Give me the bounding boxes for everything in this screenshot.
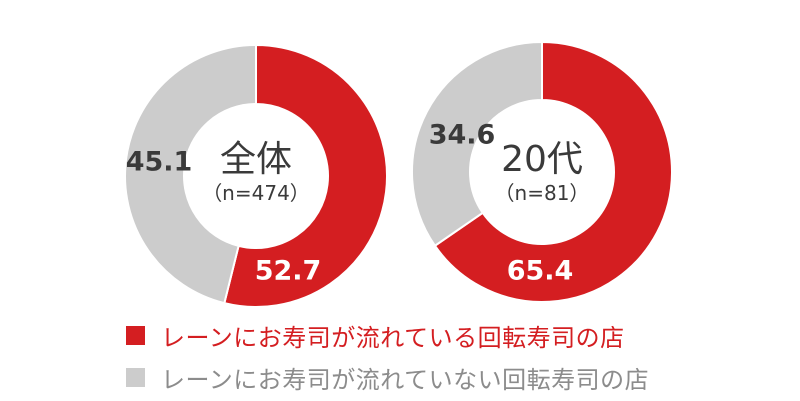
donut-slice-flowing	[433, 40, 673, 303]
donut-center-subtitle: （n=81）	[495, 181, 590, 205]
data-label: 45.1	[126, 147, 193, 178]
donut-chart-1: 52.7 45.1 全体（n=474）	[124, 43, 388, 308]
data-label: 34.6	[429, 120, 496, 151]
donut-center-subtitle: （n=474）	[202, 181, 310, 205]
donut-center-title: 全体	[220, 139, 292, 180]
legend-label: レーンにお寿司が流れている回転寿司の店	[161, 323, 625, 352]
donut-slice-not-flowing	[411, 40, 543, 248]
donut-slice-flowing	[223, 43, 388, 308]
data-label: 52.7	[255, 256, 322, 287]
legend-item-flowing: レーンにお寿司が流れている回転寿司の店	[126, 314, 726, 356]
chart-legend: レーンにお寿司が流れている回転寿司の店 レーンにお寿司が流れていない回転寿司の店	[126, 314, 726, 398]
donut-slice-not-flowing	[124, 43, 257, 305]
legend-item-not-flowing: レーンにお寿司が流れていない回転寿司の店	[126, 356, 726, 398]
legend-label: レーンにお寿司が流れていない回転寿司の店	[161, 365, 650, 394]
donut-center-title: 20代	[501, 139, 583, 180]
data-label: 65.4	[507, 256, 574, 287]
legend-swatch-red	[126, 325, 145, 345]
legend-swatch-gray	[126, 367, 145, 387]
